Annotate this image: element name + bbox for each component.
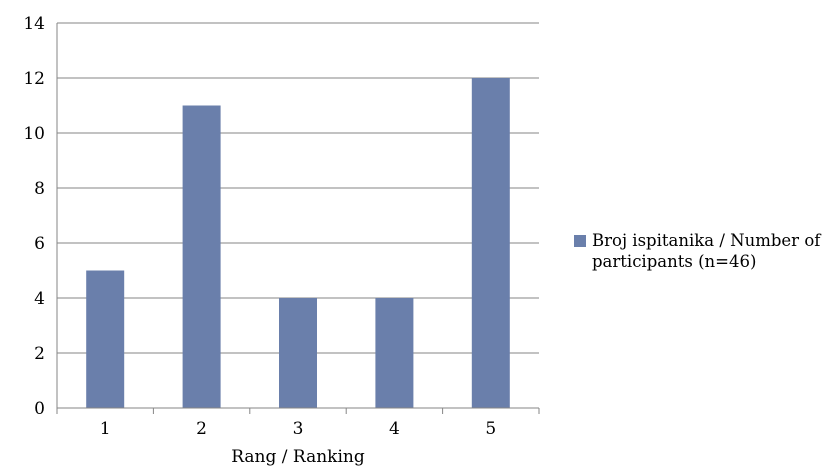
- x-tick-label: 4: [389, 419, 400, 439]
- y-tick-label: 12: [23, 69, 45, 89]
- x-tick-label: 1: [100, 419, 111, 439]
- y-tick-label: 6: [34, 234, 45, 254]
- bars: [86, 78, 510, 408]
- bar-4: [375, 298, 414, 408]
- x-tick-label: 3: [293, 419, 304, 439]
- x-axis-title: Rang / Ranking: [231, 447, 365, 467]
- gridlines: [56, 22, 539, 408]
- legend: Broj ispitanika / Number of participants…: [574, 230, 824, 272]
- bar-5: [471, 78, 510, 408]
- y-tick-label: 14: [23, 14, 45, 34]
- legend-swatch: [574, 235, 586, 247]
- bar-3: [279, 298, 317, 408]
- y-tick-label: 2: [34, 344, 45, 364]
- y-tick-label: 10: [23, 124, 45, 144]
- x-tick-label: 2: [196, 419, 207, 439]
- bar-1: [86, 270, 125, 408]
- bar-2: [182, 105, 221, 408]
- x-axis-ticks: 1 2 3 4 5: [56, 408, 540, 439]
- y-tick-label: 0: [34, 399, 45, 419]
- y-axis-ticks: 0 2 4 6 8 10 12 14: [23, 14, 45, 419]
- legend-label: Broj ispitanika / Number of participants…: [592, 231, 821, 271]
- x-tick-label: 5: [485, 419, 496, 439]
- y-tick-label: 4: [34, 289, 45, 309]
- y-tick-label: 8: [34, 179, 45, 199]
